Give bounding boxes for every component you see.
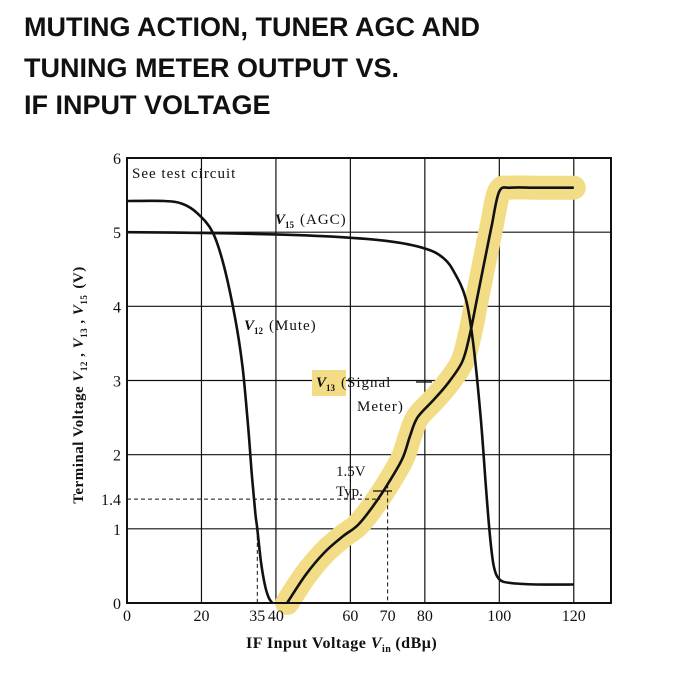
x-axis-label-text: IF Input Voltage — [246, 635, 366, 652]
series-label-mute-sub: 12 — [254, 326, 264, 336]
series-label-meter-rest1: (Signal — [341, 375, 391, 391]
typ-voltage-note: 1.5V — [336, 464, 366, 480]
x-tick-label-0: 0 — [123, 608, 131, 625]
y-tick-label-5: 5 — [113, 225, 121, 242]
x-tick-label-35: 35 — [249, 608, 265, 625]
title-line-2: TUNING METER OUTPUT VS. — [24, 53, 400, 83]
tick-labels: 0 20 35 40 60 70 80 100 120 0 1 1.4 2 3 4 5 6 — [101, 151, 586, 625]
grid — [127, 158, 611, 603]
series-label-mute-rest: (Mute) — [269, 318, 317, 334]
y-axis-label-text: Terminal Voltage — [71, 386, 87, 504]
series-label-meter: V13 (Signal — [316, 375, 391, 393]
series-label-agc-main: V — [275, 212, 287, 228]
typ-note: Typ. — [336, 484, 363, 500]
series-line-mute — [126, 199, 274, 604]
plot-frame — [126, 157, 612, 604]
series-label-meter-highlight — [312, 370, 346, 396]
series-label-agc-sub: 15 — [285, 220, 295, 230]
y-axis-label-v13: V — [71, 336, 87, 348]
y-axis-label-v12: V — [71, 370, 87, 382]
y-tick-label-1.4: 1.4 — [101, 492, 121, 509]
x-tick-label-40: 40 — [268, 608, 284, 625]
series-label-meter-line2: Meter) — [357, 399, 404, 415]
series-label-mute-main: V — [244, 318, 256, 334]
y-tick-label-2: 2 — [113, 448, 121, 465]
series-label-mute: V12 (Mute) — [244, 318, 317, 336]
title-line-1: MUTING ACTION, TUNER AGC AND — [24, 12, 480, 42]
y-axis-label-sub13: 13 — [79, 328, 89, 338]
series-label-agc-rest: (AGC) — [300, 212, 347, 228]
series-label-agc: V15 (AGC) — [275, 212, 347, 230]
x-axis-label-sub: in — [382, 644, 391, 655]
x-axis-label-unit: (dBμ) — [395, 635, 437, 652]
y-tick-label-4: 4 — [113, 299, 121, 316]
y-tick-label-1: 1 — [113, 522, 121, 539]
x-axis-label-var: V — [371, 635, 383, 652]
series-label-meter-main: V — [316, 375, 328, 391]
series-lines — [126, 186, 574, 604]
series-line-agc — [126, 230, 574, 586]
y-axis-label-sep2: , — [71, 315, 87, 328]
series-label-meter-sub: 13 — [326, 383, 336, 393]
x-tick-label-60: 60 — [342, 608, 358, 625]
x-tick-label-100: 100 — [487, 608, 511, 625]
y-tick-label-3: 3 — [113, 374, 121, 391]
y-tick-label-0: 0 — [113, 596, 121, 613]
y-tick-label-6: 6 — [113, 151, 121, 168]
y-axis-label-v15: V — [71, 303, 87, 315]
y-axis-label-unit: (V) — [71, 266, 87, 288]
x-tick-label-70: 70 — [380, 608, 396, 625]
y-axis-label: Terminal Voltage V12 , V13 , V15(V) — [71, 266, 89, 504]
test-circuit-note: See test circuit — [132, 166, 236, 182]
x-tick-label-120: 120 — [562, 608, 586, 625]
x-axis-label: IF Input Voltage Vin (dBμ) — [246, 635, 437, 655]
y-axis-label-sep1: , — [71, 348, 87, 361]
title-line-3: IF INPUT VOLTAGE — [24, 90, 271, 120]
series-line-signal-meter — [286, 186, 574, 604]
y-axis-label-sub15: 15 — [79, 295, 89, 305]
x-tick-label-80: 80 — [417, 608, 433, 625]
x-tick-label-20: 20 — [193, 608, 209, 625]
y-axis-label-sub12: 12 — [79, 361, 89, 371]
